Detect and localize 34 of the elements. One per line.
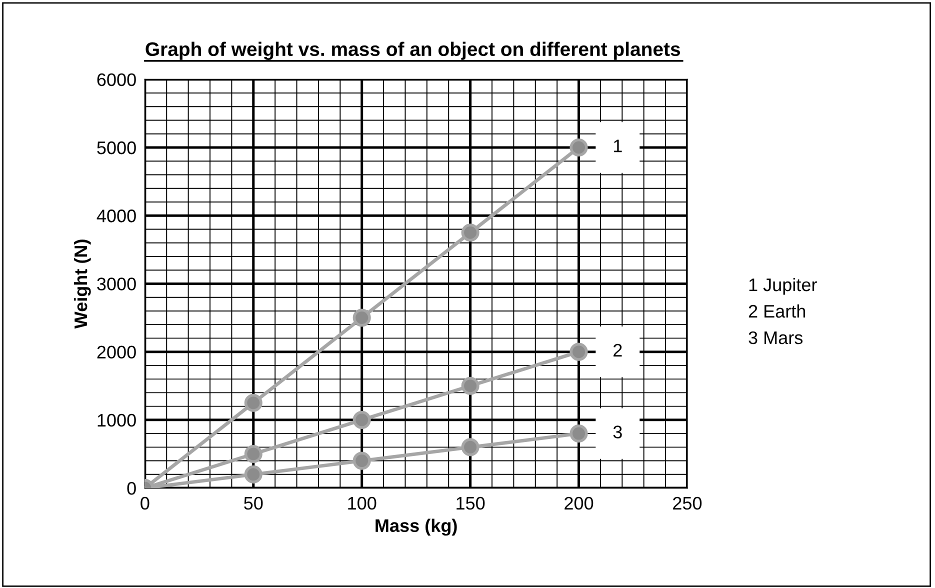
series-label: 2 [614, 344, 622, 356]
series-label: 1 [614, 140, 622, 152]
x-tick-label: 0 [140, 496, 150, 510]
x-tick-label: 150 [456, 496, 485, 510]
chart-title: Graph of weight vs. mass of an object on different planets [146, 42, 680, 60]
point [352, 410, 371, 429]
y-tick-label: 5000 [97, 141, 136, 154]
x-tick-label: 200 [564, 496, 594, 510]
x-tick-label: 50 [244, 496, 263, 510]
y-tick-label: 0 [127, 482, 136, 495]
text: 2 Earth [748, 304, 806, 318]
point [461, 376, 480, 395]
text: 1 Jupiter [749, 278, 817, 295]
point [461, 438, 480, 456]
y-tick-label: 3000 [97, 278, 136, 290]
x-tick-label: 250 [673, 496, 702, 510]
y-tick-label: 6000 [97, 73, 136, 86]
y-tick-label: 1000 [98, 414, 136, 427]
point [570, 342, 588, 361]
point [570, 138, 588, 157]
series-label: 3 [613, 426, 622, 438]
x-axis-title: Mass (kg) [376, 518, 457, 536]
point [352, 452, 371, 470]
point [244, 444, 262, 464]
point [461, 224, 480, 242]
point [244, 465, 262, 484]
y-tick-label: 4000 [96, 210, 136, 222]
point [352, 308, 371, 327]
point [570, 424, 588, 443]
text: 3 Mars [748, 331, 803, 344]
y-tick-label: 2000 [97, 346, 136, 359]
point [244, 394, 262, 412]
x-tick-label: 100 [348, 496, 376, 510]
y-axis-title: Weight (N) [74, 240, 91, 329]
